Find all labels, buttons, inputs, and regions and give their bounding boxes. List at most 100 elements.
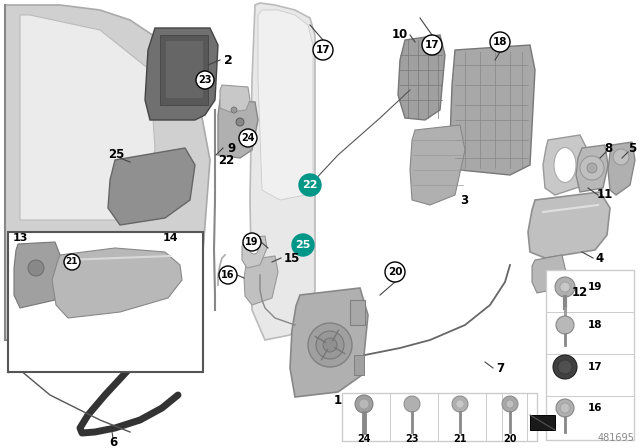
Text: 9: 9 [228,142,236,155]
Text: 22: 22 [302,180,317,190]
Text: 11: 11 [597,189,613,202]
Bar [342,393,537,441]
Polygon shape [108,148,195,225]
Text: 16: 16 [221,270,235,280]
Circle shape [556,316,574,334]
Text: 24: 24 [357,434,371,444]
Text: 10: 10 [392,29,408,42]
Polygon shape [258,10,313,200]
Text: 21: 21 [453,434,467,444]
Bar [546,270,634,440]
Polygon shape [290,288,368,397]
Text: 12: 12 [572,285,588,298]
Circle shape [308,323,352,367]
Polygon shape [398,35,445,120]
Circle shape [196,71,214,89]
Text: 14: 14 [162,233,178,243]
Bar [354,355,364,375]
Text: 23: 23 [405,434,419,444]
Polygon shape [543,135,590,195]
Circle shape [580,156,604,180]
Circle shape [359,399,369,409]
Text: 18: 18 [588,320,602,330]
Circle shape [313,40,333,60]
Circle shape [385,262,405,282]
Text: 18: 18 [493,37,508,47]
Text: 20: 20 [388,267,403,277]
Text: 13: 13 [12,233,28,243]
Polygon shape [532,255,566,293]
Polygon shape [244,256,278,305]
Polygon shape [5,5,210,340]
Text: 22: 22 [218,154,234,167]
Text: 17: 17 [425,40,439,50]
Polygon shape [410,125,465,205]
Text: 23: 23 [198,75,212,85]
Polygon shape [218,100,258,158]
Text: 4: 4 [596,251,604,264]
Text: 3: 3 [460,194,468,207]
Text: 481695: 481695 [597,433,634,443]
Polygon shape [52,248,182,318]
Circle shape [236,118,244,126]
Circle shape [323,338,337,352]
Polygon shape [220,85,250,112]
Circle shape [316,331,344,359]
Circle shape [452,396,468,412]
Text: 19: 19 [245,237,259,247]
Circle shape [422,35,442,55]
Bar [350,300,365,325]
Circle shape [299,174,321,196]
Polygon shape [250,3,315,340]
Polygon shape [145,28,218,120]
Circle shape [587,163,597,173]
Text: 21: 21 [66,258,78,267]
Circle shape [219,266,237,284]
Polygon shape [450,45,535,175]
Circle shape [28,260,44,276]
Polygon shape [242,236,267,268]
Circle shape [456,400,464,408]
Polygon shape [528,192,610,258]
Text: 7: 7 [496,362,504,375]
Text: 20: 20 [503,434,516,444]
Circle shape [250,246,258,254]
Circle shape [64,254,80,270]
Text: 24: 24 [241,133,255,143]
Bar [160,35,208,105]
Polygon shape [608,142,635,195]
Circle shape [231,107,237,113]
Text: 15: 15 [284,251,300,264]
Text: 8: 8 [604,142,612,155]
Text: 17: 17 [588,362,602,372]
Text: 6: 6 [109,436,117,448]
Circle shape [556,399,574,417]
Text: 16: 16 [588,403,602,413]
Circle shape [243,233,261,251]
Polygon shape [576,145,608,192]
Circle shape [613,149,629,165]
Text: 25: 25 [295,240,310,250]
Text: 2: 2 [223,53,232,66]
Circle shape [558,360,572,374]
Ellipse shape [554,147,576,182]
Circle shape [560,403,570,413]
Polygon shape [14,242,62,308]
Text: 19: 19 [588,282,602,292]
Polygon shape [530,415,555,430]
Circle shape [292,234,314,256]
Bar [8,232,203,372]
Circle shape [404,396,420,412]
Circle shape [239,129,257,147]
Circle shape [560,282,570,292]
Circle shape [502,396,518,412]
Text: 25: 25 [108,148,124,161]
Text: 5: 5 [628,142,636,155]
Polygon shape [20,15,155,220]
Circle shape [506,400,514,408]
Circle shape [490,32,510,52]
Circle shape [355,395,373,413]
Bar [165,40,203,98]
Circle shape [553,355,577,379]
Circle shape [555,277,575,297]
